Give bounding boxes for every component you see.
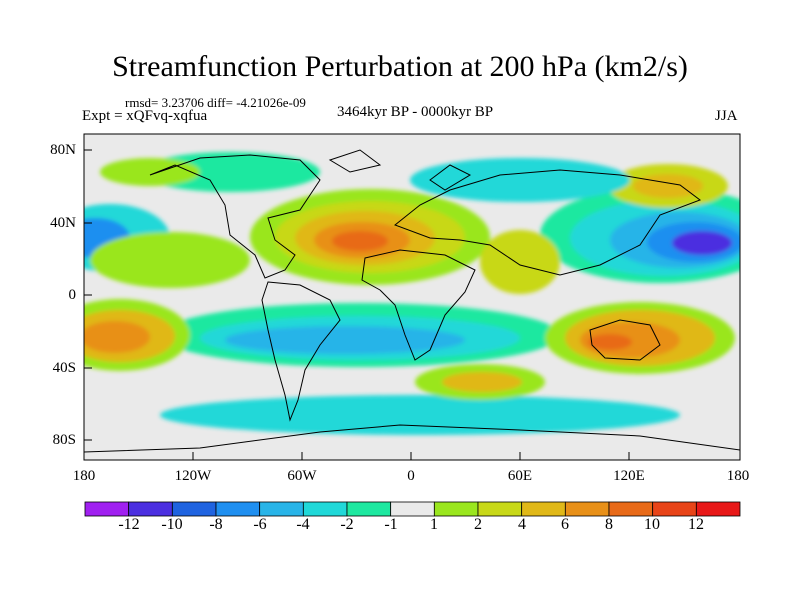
rmsd-stats: rmsd= 3.23706 diff= -4.21026e-09 [125,95,306,110]
lat-label-80s: 80S [52,432,76,448]
period-label: 3464kyr BP - 0000kyr BP [336,104,494,120]
coast-eurasia [393,169,702,276]
colorbar-swatch [302,501,348,517]
map-frame [83,133,741,461]
colorbar-label: 10 [644,516,660,533]
colorbar-swatch [128,501,173,517]
colorbar-swatch [171,501,217,517]
colorbar-label: 6 [561,516,569,533]
colorbar-swatch [477,501,523,517]
colorbar-label: -10 [161,516,183,533]
colorbar-label: -6 [253,516,267,533]
colorbar-swatch [215,501,261,517]
colorbar-swatch [564,501,610,517]
contour-arctic-high [100,158,200,186]
lon-label-180e: 180 [726,468,750,484]
contour-pacific-low-8 [672,231,732,255]
colorbar-swatch [521,501,566,517]
colorbar-label: 12 [688,516,704,533]
experiment-label: Expt = xQFvq-xqfua [82,108,208,124]
lat-label-40n: 40N [50,215,76,231]
contour-eurasia-low [410,158,630,202]
colorbar-swatch [346,501,392,517]
colorbar-label: 1 [430,516,438,533]
coast-north-america [149,154,321,279]
season-label: JJA [715,108,738,124]
colorbar-label: -2 [340,516,354,533]
colorbar-swatch [259,501,304,517]
colorbar-swatch [695,501,741,517]
coast-scandinavia [429,164,472,191]
contour-spac-high-8 [84,321,150,353]
colorbar-label: -4 [296,516,310,533]
lat-label-0: 0 [68,287,77,303]
colorbar-label: 2 [474,516,482,533]
contour-field [84,134,740,460]
coast-australia [589,319,661,361]
contour-na-low [140,152,320,192]
colorbar-label: -1 [384,516,398,533]
contour-aus-high-10 [588,334,632,350]
contour-sind-high-6 [442,372,522,392]
contour-southern-low [160,395,680,435]
lat-label-40s: 40S [52,360,76,376]
axis-ticks [84,149,630,460]
lon-label-60w: 60W [287,468,317,484]
colorbar-swatch [390,501,435,517]
coast-antarctica [84,424,740,453]
colorbar-swatch [84,501,130,517]
colorbar-swatch [608,501,654,517]
colorbar-label: -8 [209,516,223,533]
contour-tropac-high [90,232,250,288]
contour-atlantic-high-10 [332,231,388,251]
colorbar [84,501,741,517]
colorbar-label: -12 [118,516,140,533]
lon-label-120e: 120E [613,468,645,484]
lat-label-80n: 80N [50,142,76,158]
contour-satl-low-4 [225,326,465,354]
lon-label-0: 0 [407,468,415,484]
colorbar-swatch [652,501,697,517]
plot-title: Streamfunction Perturbation at 200 hPa (… [112,50,688,83]
coast-greenland [328,149,382,173]
coast-south-america [261,281,341,422]
contour-arabia-high [480,230,560,294]
lon-label-180w: 180 [72,468,96,484]
colorbar-label: 8 [605,516,613,533]
lon-label-60e: 60E [507,468,533,484]
coast-africa [361,249,476,361]
lon-label-120w: 120W [174,468,212,484]
colorbar-swatch [433,501,479,517]
colorbar-label: 4 [518,516,526,533]
coastlines [84,149,740,453]
